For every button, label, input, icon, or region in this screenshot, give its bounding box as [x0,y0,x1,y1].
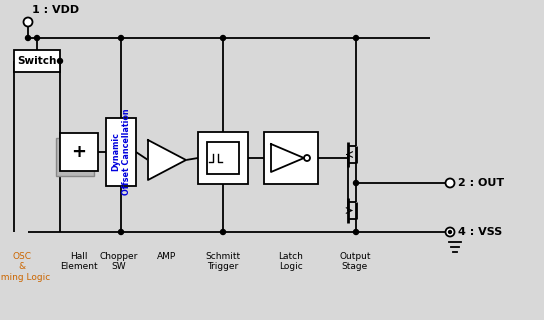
Circle shape [304,155,310,161]
Circle shape [34,36,40,41]
Bar [60,133,98,171]
Polygon shape [148,140,186,180]
Circle shape [220,229,226,235]
Circle shape [354,180,358,186]
Circle shape [448,230,452,234]
Polygon shape [271,144,304,172]
Circle shape [354,36,358,41]
Text: AMP: AMP [157,252,177,261]
Bar [106,118,136,186]
Text: Schmitt
Trigger: Schmitt Trigger [206,252,240,271]
Circle shape [119,36,123,41]
Text: OSC
&
Timing Logic: OSC & Timing Logic [0,252,51,282]
Circle shape [23,18,33,27]
Text: Switch: Switch [17,56,57,66]
Circle shape [119,229,123,235]
Text: Hall
Element: Hall Element [60,252,98,271]
Bar [264,132,318,184]
Bar [14,50,60,72]
Circle shape [58,59,63,63]
Bar [198,132,248,184]
Circle shape [446,228,454,236]
Text: Latch
Logic: Latch Logic [279,252,304,271]
Text: +: + [71,143,86,161]
Text: 1 : VDD: 1 : VDD [32,5,79,15]
Circle shape [446,179,454,188]
Text: 4 : VSS: 4 : VSS [458,227,502,237]
Text: Chopper
SW: Chopper SW [100,252,138,271]
Bar [207,142,239,174]
Circle shape [354,229,358,235]
Text: Dynamic
Offset Cancellation: Dynamic Offset Cancellation [112,109,131,195]
Circle shape [220,36,226,41]
Text: Output
Stage: Output Stage [339,252,371,271]
Bar [56,138,94,176]
Circle shape [26,36,30,41]
Text: 2 : OUT: 2 : OUT [458,178,504,188]
